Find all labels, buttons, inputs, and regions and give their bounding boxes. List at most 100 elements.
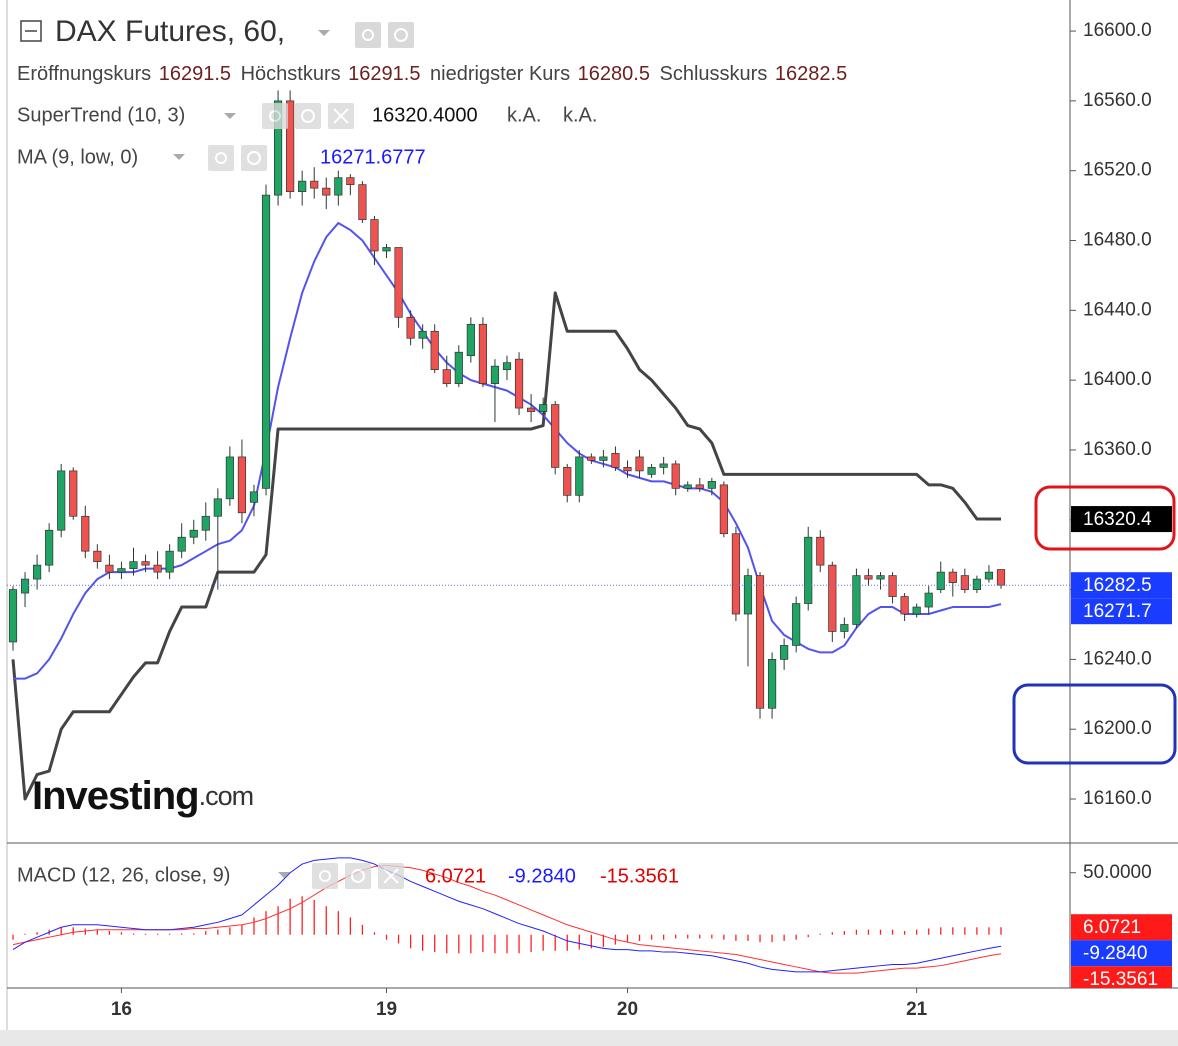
candle-body [129,561,138,569]
value-tag [1071,572,1172,599]
eye-icon[interactable] [355,22,381,48]
supertrend-value: 16320.4000 [372,104,478,126]
y-tick-label: 16440.0 [1083,299,1152,320]
value-tag-label: 16271.7 [1083,601,1152,622]
dropdown-arrow[interactable] [173,154,185,160]
supertrend-line [11,291,1001,801]
candle-body [695,484,704,489]
icon-bg [388,22,414,48]
candle-body [707,481,716,489]
settings-icon[interactable] [295,103,321,129]
candle-body [273,100,283,196]
icon-bg [241,145,267,171]
watermark-brand: Investing [32,774,199,818]
candle-body [864,575,873,580]
supertrend-extra: k.A. [563,104,597,126]
icon-bg [345,863,371,889]
candle-body [225,456,234,500]
macd-label: MACD (12, 26, close, 9) [17,864,230,886]
candle-body [93,550,102,563]
candle-body [816,536,825,566]
icon-glyph [247,151,261,165]
highlight-red [1034,485,1176,551]
collapse-box [20,20,42,42]
candle-body [611,453,620,468]
settings-icon[interactable] [388,22,414,48]
icon-bg [312,863,338,889]
candle-body [322,187,331,196]
candle-body [298,180,307,192]
supertrend-label: SuperTrend (10, 3) [17,104,185,126]
candle-body [731,533,741,615]
candle-body [840,624,849,632]
candle-body [755,575,765,709]
candle-body [960,575,969,590]
value-tag [1071,966,1172,988]
candle-body [888,575,897,597]
x-tick-label: 21 [906,999,928,1020]
candle-body [683,484,692,489]
remove-icon[interactable] [378,863,404,889]
candle-body [804,536,813,604]
settings-icon[interactable] [241,145,267,171]
eye-icon[interactable] [262,103,288,129]
icon-glyph [269,110,281,122]
candle-body [635,456,644,472]
ohlc-label: niedrigster Kurs [430,63,570,85]
candle-body [659,463,668,468]
candle-body [539,404,548,412]
candle-body [201,515,210,531]
candle-body [948,571,957,583]
candle-body [57,470,66,531]
x-tick-label: 19 [376,999,397,1020]
candle-body [249,491,259,503]
y-tick-label: 16360.0 [1083,439,1152,460]
candle-body [912,606,921,615]
candle-body [370,219,379,252]
y-tick-label: 16600.0 [1083,20,1152,41]
candle-body [237,456,247,514]
candle-body [984,571,994,580]
eye-icon[interactable] [208,145,234,171]
value-tag-label: -9.2840 [1083,943,1147,964]
ma-value: 16271.6777 [320,146,426,168]
value-tag [1071,914,1172,941]
dropdown-arrow[interactable] [278,872,290,878]
ohlc-value: 16291.5 [159,63,231,85]
icon-bg [295,103,321,129]
candle-body [466,323,475,357]
macd-signal-value: -15.3561 [600,865,679,887]
candle-body [478,323,487,384]
value-tag [1071,940,1172,967]
candle-body [382,247,391,252]
candle-body [490,365,500,384]
x-tick-label: 16 [111,999,132,1020]
candle-body [767,659,777,709]
candle-body [310,180,319,189]
chart-title: DAX Futures, 60, [55,15,285,48]
candle-body [647,467,656,475]
value-tag-label: 16282.5 [1083,575,1152,596]
candle-body [502,362,512,371]
candle-body [587,456,596,461]
icon-glyph [319,870,331,882]
candle-body [394,247,403,318]
candle-body [261,194,271,489]
settings-icon[interactable] [345,863,371,889]
y-tick-label: 16560.0 [1083,90,1152,111]
candle-body [563,467,572,496]
eye-icon[interactable] [312,863,338,889]
icon-glyph [333,108,349,124]
y-tick-label: 16400.0 [1083,369,1152,390]
candle-body [623,467,632,472]
dropdown-arrow[interactable] [318,30,330,36]
dropdown-arrow[interactable] [224,113,236,119]
value-tag-label: -15.3561 [1083,969,1158,990]
candle-body [346,177,355,186]
icon-bg [208,145,234,171]
y-tick-label: 16160.0 [1083,788,1152,809]
remove-icon[interactable] [328,103,354,129]
collapse-icon[interactable] [20,20,42,42]
candle-body [418,330,427,339]
